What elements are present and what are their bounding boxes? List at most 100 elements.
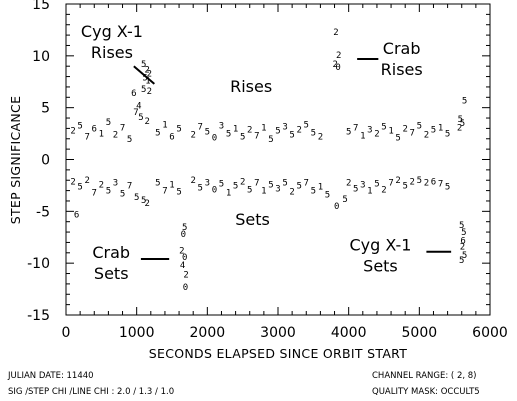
data-point: 2 xyxy=(179,247,184,257)
data-point: 5 xyxy=(247,186,252,196)
data-point: 2 xyxy=(70,126,75,136)
data-point: 5 xyxy=(445,130,450,140)
data-point: 6 xyxy=(131,89,136,99)
data-point: 0 xyxy=(335,63,340,73)
data-point: 5 xyxy=(141,85,146,95)
data-point: 5 xyxy=(120,190,125,200)
data-point: 5 xyxy=(268,180,273,190)
data-point: 2 xyxy=(395,176,400,186)
data-point: 2 xyxy=(336,51,341,61)
data-point: 2 xyxy=(333,28,338,38)
annotation-crab-rises: Crab Rises xyxy=(381,39,423,79)
y-tick-label: 5 xyxy=(41,101,50,117)
data-point: 1 xyxy=(145,77,150,87)
x-tick-label: 3000 xyxy=(260,325,296,341)
data-point: 2 xyxy=(190,176,195,186)
data-point: 5 xyxy=(198,183,203,193)
y-tick-label: 10 xyxy=(32,49,50,65)
data-point: 5 xyxy=(445,182,450,192)
x-tick-label: 5000 xyxy=(402,325,438,341)
data-point: 0 xyxy=(181,230,186,240)
data-point: 2 xyxy=(296,125,301,135)
data-point: 5 xyxy=(282,178,287,188)
annotation-line: Sets xyxy=(363,257,398,276)
annotation-line: Crab xyxy=(92,243,130,262)
data-point: 2 xyxy=(424,178,429,188)
data-point: 2 xyxy=(70,177,75,187)
x-axis-label: SECONDS ELAPSED SINCE ORBIT START xyxy=(149,346,407,361)
data-point: 5 xyxy=(77,121,82,131)
x-tick-label: 2000 xyxy=(190,325,226,341)
data-point: 2 xyxy=(318,133,323,143)
annotation-crab-sets: Crab Sets xyxy=(92,243,130,283)
annotation-sets: Sets xyxy=(235,210,270,229)
data-point: 1 xyxy=(318,182,323,192)
data-point: 3 xyxy=(113,178,118,188)
data-point: 5 xyxy=(431,125,436,135)
data-point: 0 xyxy=(183,283,188,293)
data-point: 5 xyxy=(106,118,111,128)
data-point: 5 xyxy=(346,128,351,138)
data-point: 5 xyxy=(353,185,358,195)
data-point: 7 xyxy=(438,179,443,189)
data-point: 2 xyxy=(424,131,429,141)
data-point: 5 xyxy=(289,131,294,141)
data-point: 3 xyxy=(367,125,372,135)
data-point: 7 xyxy=(254,178,259,188)
data-point: 6 xyxy=(169,133,174,143)
annotation-line: Cyg X-1 xyxy=(349,236,411,255)
data-point: 7 xyxy=(198,122,203,132)
data-point: 1 xyxy=(226,189,231,199)
annotation-pointer xyxy=(133,65,155,85)
annotation-line: Rises xyxy=(91,43,133,62)
data-point: 2 xyxy=(410,177,415,187)
y-tick-label: -5 xyxy=(36,204,50,220)
data-point: 5 xyxy=(381,122,386,132)
y-tick-label: -10 xyxy=(27,256,50,272)
data-point: 6 xyxy=(431,177,436,187)
data-point: 5 xyxy=(461,228,466,238)
data-point: 5 xyxy=(226,130,231,140)
data-point: 5 xyxy=(182,223,187,233)
data-point: 5 xyxy=(460,119,465,129)
data-point: 2 xyxy=(113,131,118,141)
data-point: 5 xyxy=(134,193,139,203)
data-point: 5 xyxy=(395,134,400,144)
data-point: 2 xyxy=(183,271,188,281)
data-point: 5 xyxy=(127,135,132,145)
data-point: 5 xyxy=(176,188,181,198)
data-point: 5 xyxy=(417,121,422,131)
data-point: 1 xyxy=(261,187,266,197)
data-point: 3 xyxy=(282,122,287,132)
data-point: 1 xyxy=(99,130,104,140)
data-point: 5 xyxy=(311,187,316,197)
data-point: 2 xyxy=(247,125,252,135)
data-point: 2 xyxy=(460,243,465,253)
data-point: 4 xyxy=(136,102,141,112)
data-point: 1 xyxy=(388,126,393,136)
data-point: 7 xyxy=(254,132,259,142)
data-point: 2 xyxy=(147,69,152,79)
annotation-line: Sets xyxy=(235,210,270,229)
data-point: 2 xyxy=(240,177,245,187)
x-tick-label: 6000 xyxy=(472,325,508,341)
data-point: 5 xyxy=(275,126,280,136)
data-point: 3 xyxy=(360,180,365,190)
data-point: 5 xyxy=(417,176,422,186)
data-point: 2 xyxy=(145,117,150,127)
annotation-line: Rises xyxy=(381,60,423,79)
data-point: 5 xyxy=(77,182,82,192)
data-point: 7 xyxy=(84,133,89,143)
data-point: 5 xyxy=(141,60,146,70)
data-point: 6 xyxy=(92,124,97,134)
y-tick-label: 15 xyxy=(32,0,50,13)
data-point: 3 xyxy=(275,185,280,195)
data-point: 5 xyxy=(304,120,309,130)
data-point: 7 xyxy=(133,108,138,118)
data-point: 2 xyxy=(145,65,150,75)
data-point: 1 xyxy=(360,132,365,142)
data-point: 5 xyxy=(233,181,238,191)
data-point: 2 xyxy=(190,131,195,141)
sig-chi-text: SIG /STEP CHI /LINE CHI : 2.0 / 1.3 / 1.… xyxy=(8,387,174,397)
